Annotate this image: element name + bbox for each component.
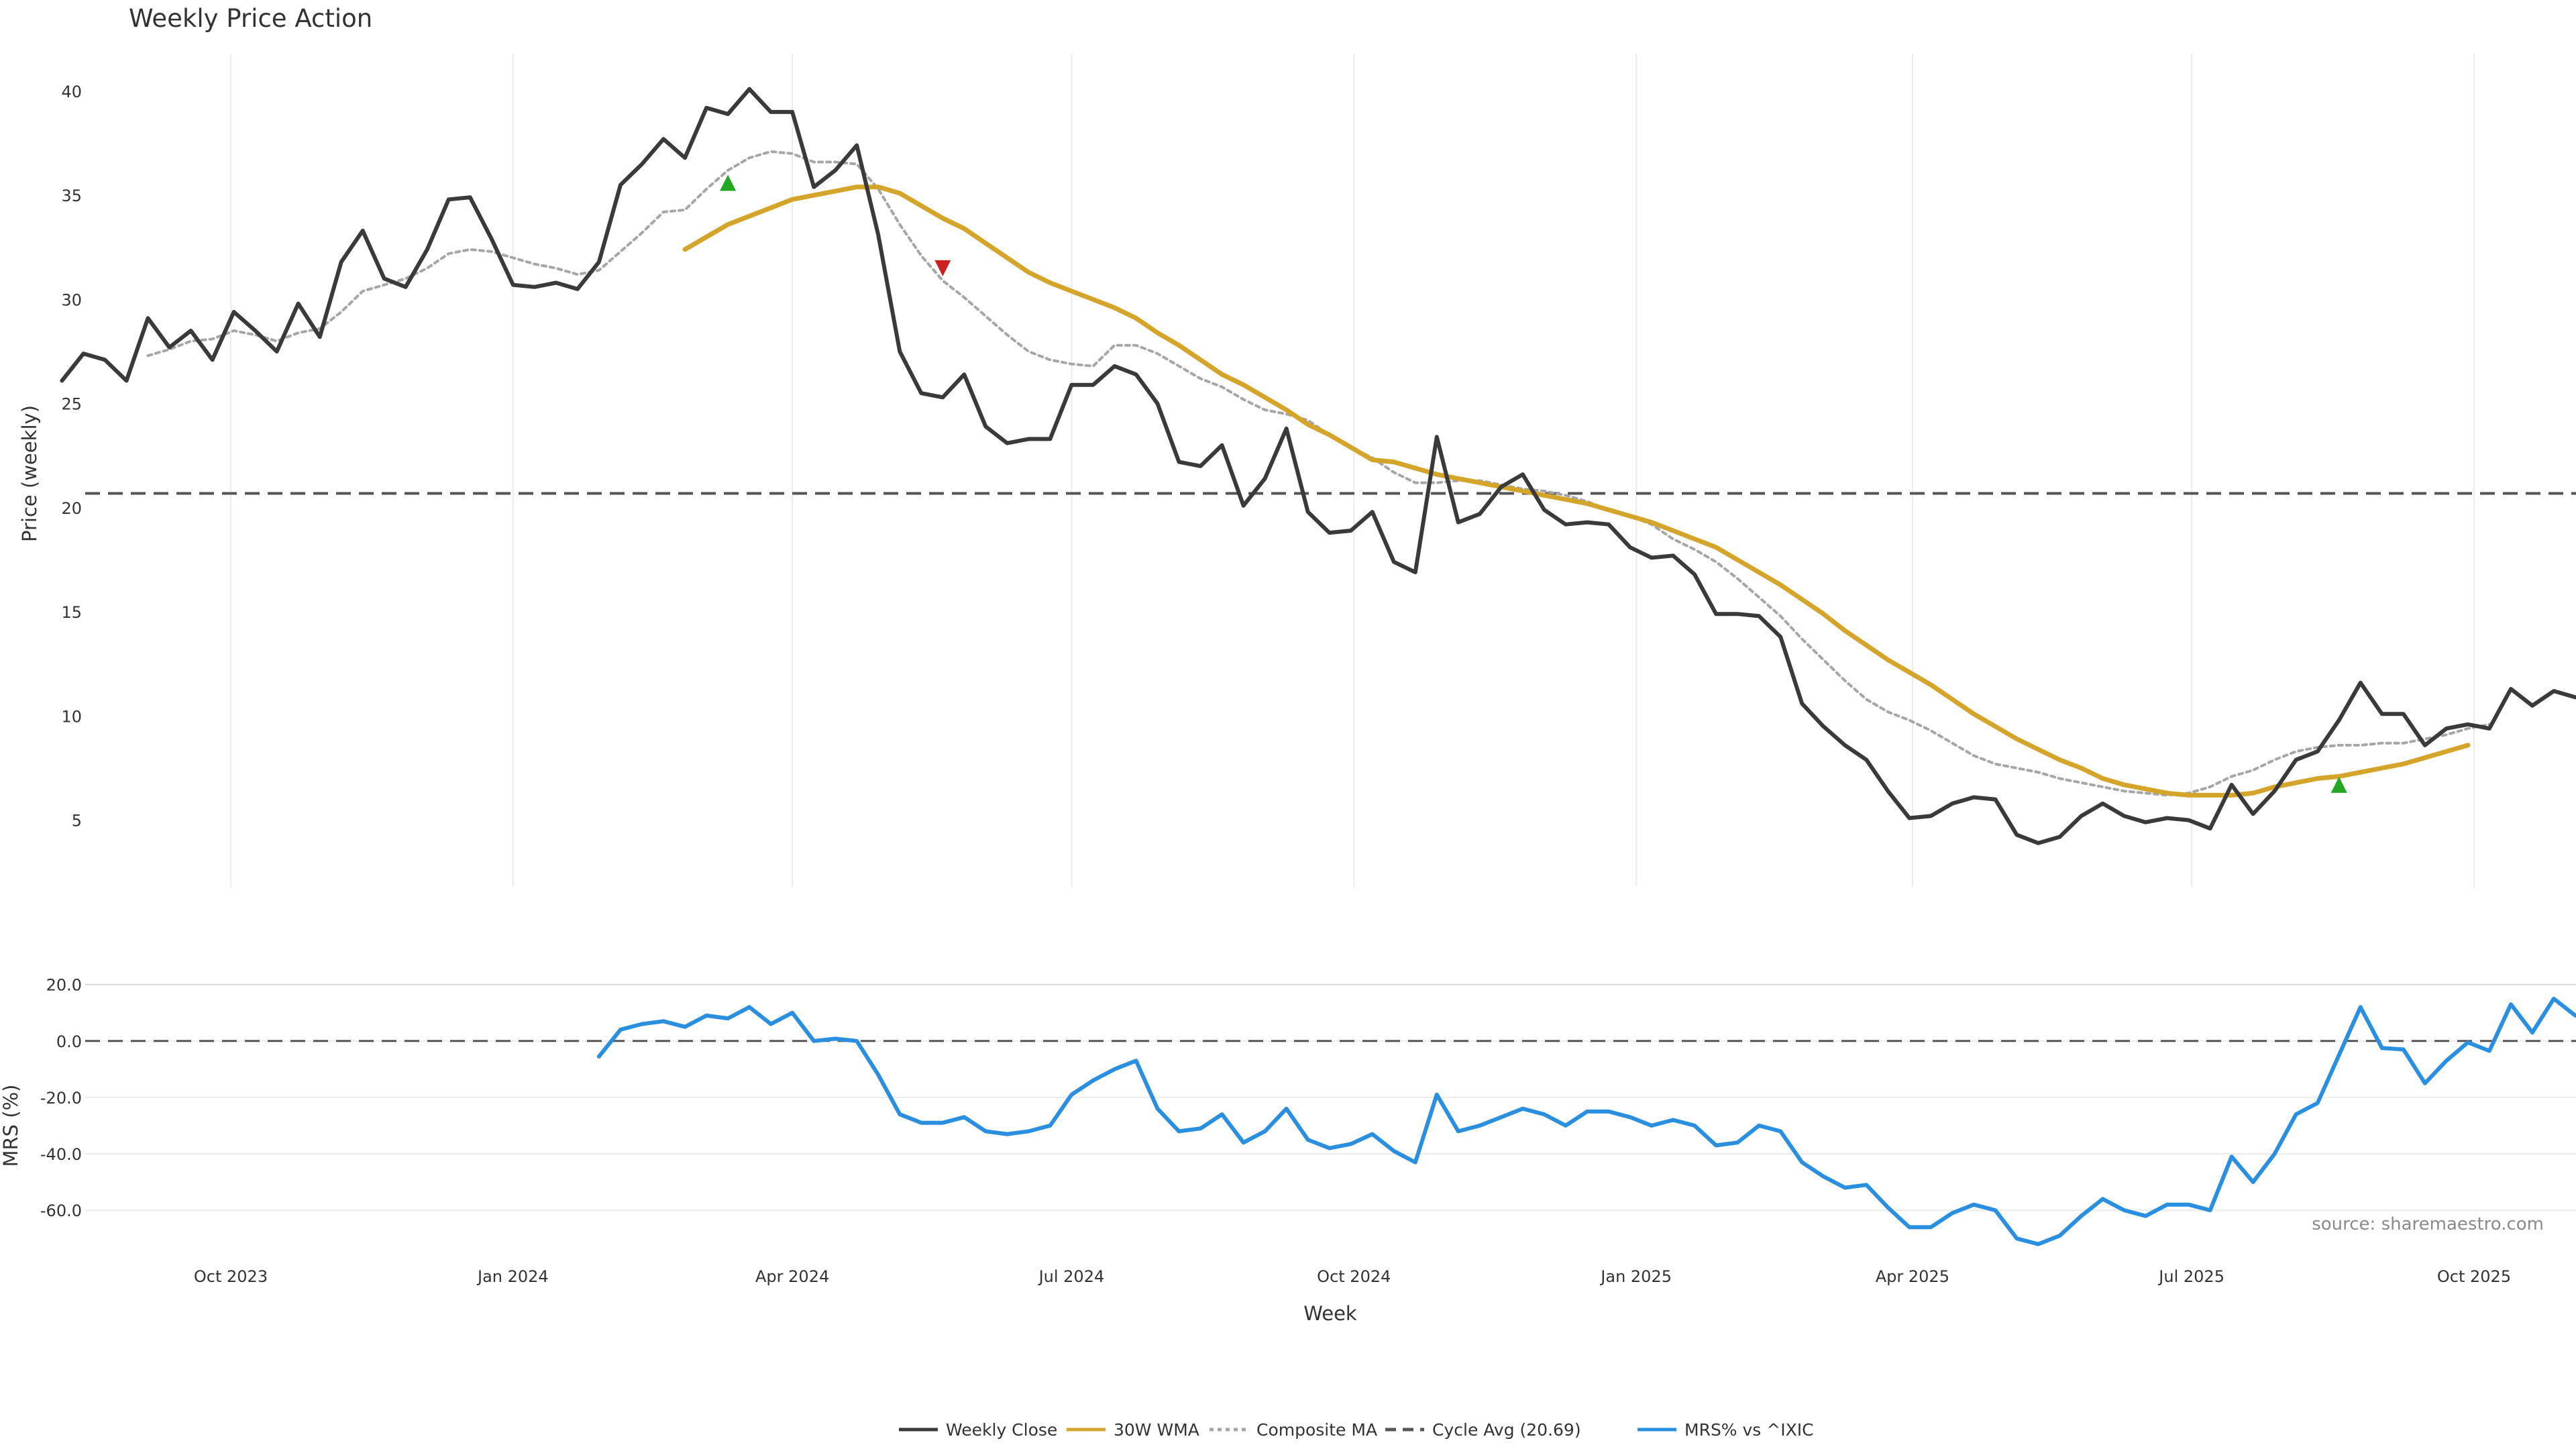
series-line-composite-ma (146, 150, 2491, 797)
mrs-y-tick-label: -20.0 (40, 1089, 82, 1108)
series-line-30w-wma (682, 184, 2471, 798)
price-gridlines (230, 54, 2475, 887)
price-y-axis: 5 10 15 20 25 30 35 40 (61, 83, 82, 830)
source-label: source: sharemaestro.com (2312, 1214, 2544, 1234)
x-axis-title: Week (1303, 1302, 1357, 1325)
price-y-tick-label: 30 (61, 290, 82, 309)
legend-label: MRS% vs ^IXIC (1684, 1420, 1814, 1440)
buy-signal-marker (720, 174, 737, 191)
mrs-gridlines (85, 983, 2576, 1212)
price-y-tick-label: 35 (61, 186, 82, 205)
price-y-tick-label: 5 (72, 812, 82, 830)
chart-title: Weekly Price Action (129, 4, 372, 33)
sell-signal-marker (934, 260, 951, 276)
price-y-tick-label: 10 (61, 707, 82, 726)
legend-label: Weekly Close (946, 1420, 1057, 1440)
mrs-y-axis-title: MRS (%) (0, 1085, 22, 1167)
price-y-tick-label: 15 (61, 603, 82, 622)
mrs-y-tick-label: 20.0 (46, 976, 82, 995)
price-y-tick-label: 20 (61, 499, 82, 518)
x-tick-label: Oct 2025 (2437, 1267, 2511, 1286)
x-tick-label: Jan 2024 (476, 1267, 549, 1286)
x-tick-label: Oct 2023 (194, 1267, 268, 1286)
x-tick-label: Oct 2024 (1317, 1267, 1391, 1286)
x-tick-label: Jul 2024 (1038, 1267, 1105, 1286)
buy-signal-marker (2330, 776, 2347, 793)
mrs-y-tick-label: -60.0 (40, 1201, 82, 1220)
x-tick-label: Apr 2025 (1876, 1267, 1949, 1286)
mrs-y-tick-label: -40.0 (40, 1145, 82, 1164)
price-series (60, 87, 2576, 845)
signal-markers (720, 174, 2347, 793)
price-y-axis-title: Price (weekly) (18, 405, 41, 542)
mrs-series (85, 996, 2576, 1246)
x-tick-label: Jan 2025 (1599, 1267, 1672, 1286)
legend-label: Cycle Avg (20.69) (1432, 1420, 1581, 1440)
legend-label: Composite MA (1256, 1420, 1377, 1440)
x-tick-label: Jul 2025 (2157, 1267, 2224, 1286)
mrs-y-axis: 20.0 0.0 -20.0 -40.0 -60.0 (40, 976, 82, 1221)
series-line-mrs (596, 996, 2576, 1246)
price-y-tick-label: 25 (61, 395, 82, 414)
legend: Weekly Close 30W WMA Composite MA Cycle Avg… (899, 1420, 1814, 1440)
series-line-weekly-close (60, 87, 2576, 845)
x-tick-label: Apr 2024 (755, 1267, 829, 1286)
x-axis: Oct 2023 Jan 2024 Apr 2024 Jul 2024 Oct 2024… (194, 1267, 2511, 1286)
legend-label: 30W WMA (1114, 1420, 1199, 1440)
mrs-y-tick-label: 0.0 (56, 1032, 82, 1051)
price-y-tick-label: 40 (61, 83, 82, 101)
